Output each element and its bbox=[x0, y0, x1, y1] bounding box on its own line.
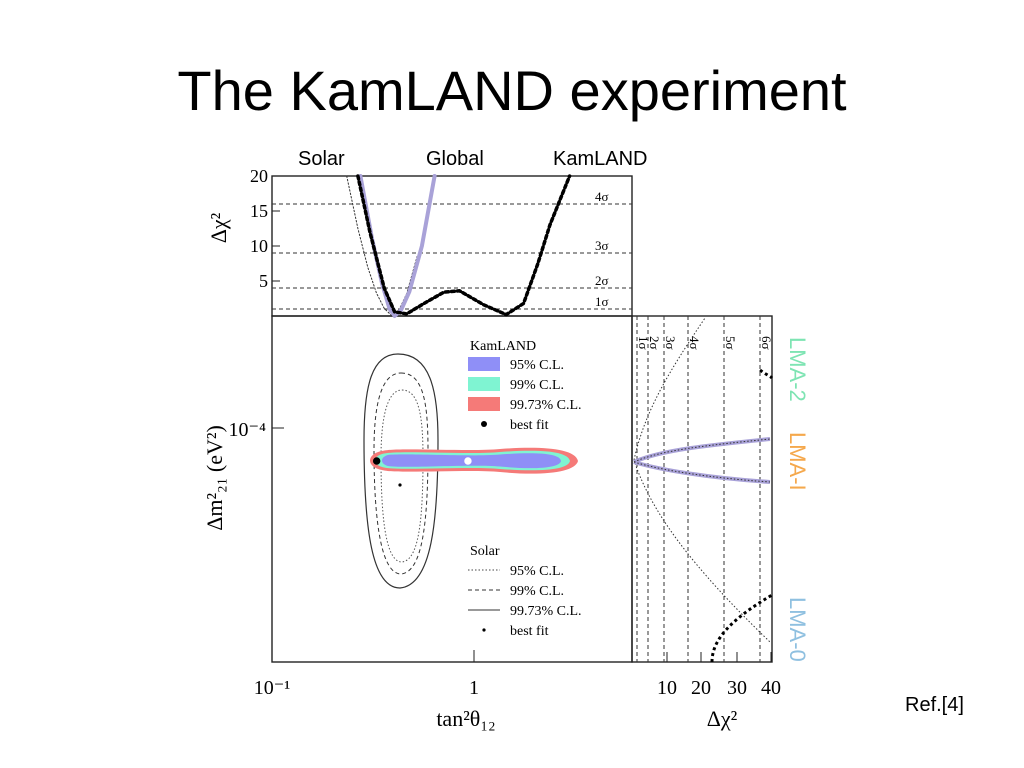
right-sigma-label: 5σ bbox=[723, 336, 738, 350]
solar-best-fit-point bbox=[398, 483, 402, 487]
legend-kamland-99-swatch bbox=[468, 377, 500, 391]
x-tick-label-0-1: 10⁻¹ bbox=[254, 677, 291, 699]
kamland-best-fit-point bbox=[464, 457, 472, 465]
right-sigma-label: 4σ bbox=[687, 336, 702, 350]
legend-solar-bestfit: best fit bbox=[510, 624, 549, 639]
sigma-label: 3σ bbox=[595, 238, 609, 253]
column-label-solar: Solar bbox=[298, 148, 345, 170]
right-solar-curve bbox=[633, 459, 771, 643]
y-tick-label-1e-4: 10⁻⁴ bbox=[228, 419, 266, 441]
right-sigma-label: 6σ bbox=[759, 336, 774, 350]
right-x-tick-label: 20 bbox=[691, 677, 711, 699]
right-panel-curves bbox=[633, 317, 774, 663]
right-x-axis-label: Δχ² bbox=[707, 706, 738, 731]
legend-kamland-bestfit: best fit bbox=[510, 418, 549, 433]
right-x-tick-label: 40 bbox=[761, 677, 781, 699]
legend-solar-bestfit-marker bbox=[482, 628, 486, 632]
right-kamland-lower bbox=[633, 461, 771, 483]
solar-contour-99 bbox=[373, 372, 429, 575]
legend-kamland-bestfit-marker bbox=[481, 421, 487, 427]
legend-kamland-9973-swatch bbox=[468, 397, 500, 411]
right-sigma-label: 2σ bbox=[647, 336, 662, 350]
top-curve-kamland bbox=[356, 174, 572, 317]
region-label-lma1: LMA-I bbox=[785, 432, 810, 491]
legend-solar-9973: 99.73% C.L. bbox=[510, 604, 582, 619]
right-global-lower bbox=[633, 460, 771, 484]
right-x-tick-label: 30 bbox=[727, 677, 747, 699]
top-y-tick-label: 5 bbox=[259, 271, 268, 291]
legend-kamland-99: 99% C.L. bbox=[510, 378, 564, 393]
sigma-label: 1σ bbox=[595, 294, 609, 309]
right-panel-frame bbox=[631, 315, 773, 663]
sigma-label: 2σ bbox=[595, 273, 609, 288]
main-x-axis-label: tan²θ₁₂ bbox=[436, 706, 495, 731]
legend-kamland-9973: 99.73% C.L. bbox=[510, 398, 582, 413]
sigma-label: 4σ bbox=[595, 189, 609, 204]
legend-kamland-95-swatch bbox=[468, 357, 500, 371]
column-label-global: Global bbox=[426, 148, 484, 170]
top-panel-frame bbox=[271, 175, 633, 317]
region-label-lma0: LMA-0 bbox=[785, 597, 810, 662]
top-y-tick-label: 15 bbox=[250, 201, 268, 221]
legend-kamland-title: KamLAND bbox=[470, 339, 536, 354]
legend-kamland-95: 95% C.L. bbox=[510, 358, 564, 373]
right-kamland-upper bbox=[633, 438, 771, 463]
top-curve-global bbox=[358, 174, 437, 318]
kamland-regions bbox=[370, 447, 578, 474]
right-x-tick-label: 10 bbox=[657, 677, 677, 699]
top-y-tick-label: 20 bbox=[250, 166, 268, 186]
solar-contour-95 bbox=[380, 389, 424, 563]
top-y-tick-label: 10 bbox=[250, 236, 268, 256]
kamland-best-fit-point bbox=[372, 457, 381, 465]
legend-solar-95: 95% C.L. bbox=[510, 564, 564, 579]
x-tick-label-1: 1 bbox=[469, 677, 479, 699]
right-kamland-lma0 bbox=[710, 593, 773, 663]
right-global-upper bbox=[633, 437, 771, 464]
solar-contour-9973 bbox=[363, 353, 439, 589]
region-label-lma2: LMA-2 bbox=[785, 337, 810, 402]
right-sigma-label: 1σ bbox=[636, 336, 651, 350]
right-sigma-label: 3σ bbox=[663, 336, 678, 350]
main-y-axis-label: Δm²₂₁ (eV²) bbox=[202, 425, 227, 531]
legend-solar-title: Solar bbox=[470, 544, 500, 559]
legend-solar-99: 99% C.L. bbox=[510, 584, 564, 599]
reference-label: Ref.[4] bbox=[905, 694, 964, 716]
solar-contours bbox=[363, 353, 439, 589]
slide-title: The KamLAND experiment bbox=[177, 59, 847, 122]
top-y-axis-label: Δχ² bbox=[206, 212, 231, 243]
right-kamland-lma2 bbox=[759, 368, 774, 380]
column-label-kamland: KamLAND bbox=[553, 148, 647, 170]
